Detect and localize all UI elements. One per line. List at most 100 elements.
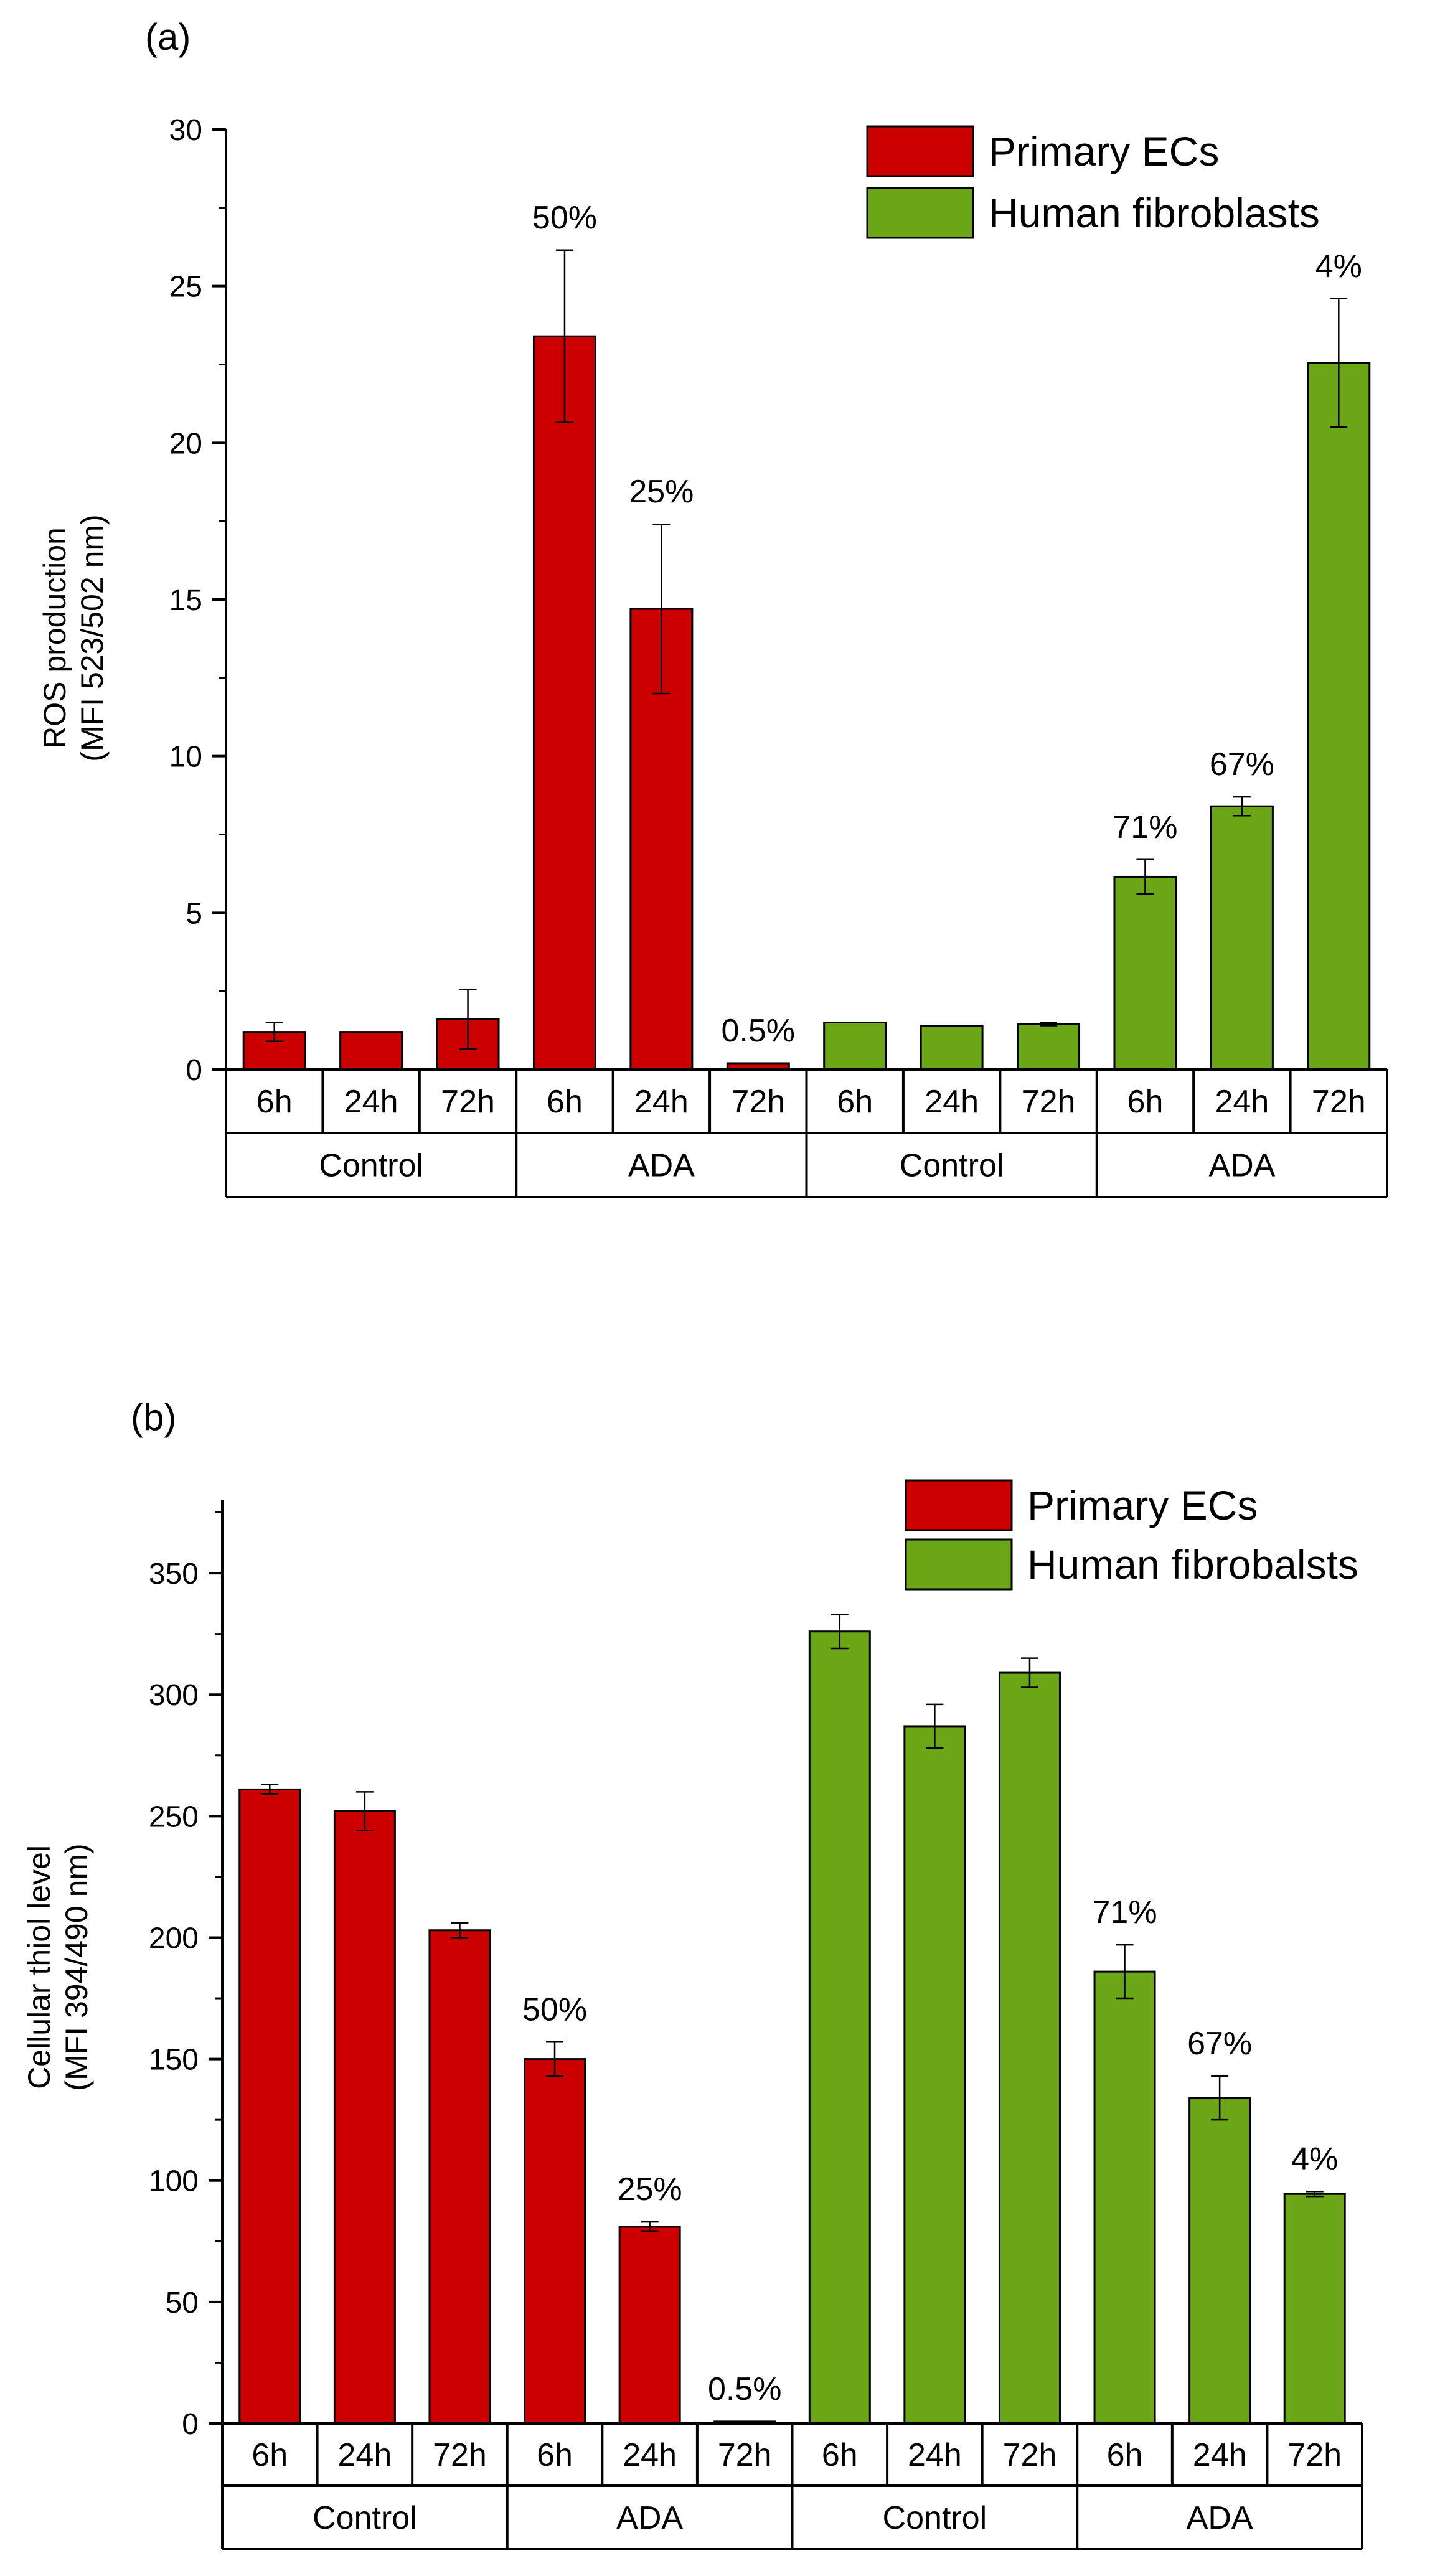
group-label: Control bbox=[883, 2500, 987, 2536]
panel-label: (a) bbox=[145, 16, 191, 58]
bar-human-fibroblasts bbox=[808, 1630, 871, 2425]
y-tick-label: 0 bbox=[186, 1054, 202, 1087]
time-label: 72h bbox=[731, 1084, 785, 1120]
y-tick-label: 200 bbox=[149, 1922, 199, 1955]
y-tick-label: 10 bbox=[169, 741, 202, 774]
y-axis: 0 5 10 15 20 25 30 bbox=[169, 114, 227, 1087]
bar-annotation: 4% bbox=[1315, 248, 1362, 284]
group-label: ADA bbox=[616, 2500, 683, 2536]
time-label: 24h bbox=[1215, 1084, 1269, 1120]
bar-human-fibroblasts bbox=[1113, 875, 1177, 1071]
time-label: 6h bbox=[537, 2437, 573, 2473]
bar-human-fibroblasts bbox=[998, 1671, 1061, 2425]
time-label: 6h bbox=[256, 1084, 293, 1120]
bar-human-fibroblasts bbox=[1283, 2193, 1346, 2425]
legend-label-primary-ecs: Primary ECs bbox=[1027, 1482, 1258, 1528]
time-label: 72h bbox=[441, 1084, 495, 1120]
legend-label-human-fibroblasts: Human fibroblasts bbox=[989, 190, 1320, 236]
bar-primary-ecs bbox=[618, 2226, 681, 2425]
time-label: 24h bbox=[337, 2437, 392, 2473]
bar-annotation: 50% bbox=[522, 1991, 587, 2028]
time-label: 24h bbox=[908, 2437, 962, 2473]
time-label: 24h bbox=[634, 1084, 689, 1120]
y-tick-label: 30 bbox=[169, 114, 202, 147]
bar-human-fibroblasts bbox=[1188, 2097, 1251, 2425]
legend: Primary ECs Human fibrobalsts bbox=[905, 1479, 1358, 1591]
panel-b: (b) Cellular thiol level (MFI 394/490 nm… bbox=[22, 1396, 1363, 2550]
bar-annotation: 67% bbox=[1187, 2026, 1252, 2062]
bar-annotation: 71% bbox=[1113, 809, 1177, 845]
y-tick-label: 20 bbox=[169, 427, 202, 460]
legend-swatch-human-fibroblasts bbox=[905, 1538, 1013, 1591]
legend-swatch-primary-ecs bbox=[866, 125, 974, 177]
y-tick-label: 300 bbox=[149, 1679, 199, 1712]
group-label: Control bbox=[900, 1148, 1004, 1184]
bar-human-fibroblasts bbox=[1307, 362, 1371, 1071]
group-label: ADA bbox=[1208, 1148, 1275, 1184]
y-axis: 0 50 100 150 200 250 300 350 bbox=[149, 1500, 224, 2441]
y-tick-label: 5 bbox=[186, 897, 202, 930]
group-label: Control bbox=[313, 2500, 417, 2536]
bar-human-fibroblasts bbox=[903, 1725, 966, 2425]
bar-annotation: 71% bbox=[1093, 1894, 1157, 1930]
time-label: 72h bbox=[718, 2437, 772, 2473]
bar-human-fibroblasts bbox=[823, 1022, 887, 1071]
y-axis-title-line2: (MFI 523/502 nm) bbox=[75, 514, 110, 761]
y-axis-title: Cellular thiol level (MFI 394/490 nm) bbox=[22, 1843, 94, 2090]
legend-label-primary-ecs: Primary ECs bbox=[989, 128, 1219, 174]
time-label: 6h bbox=[252, 2437, 288, 2473]
bar-annotation: 50% bbox=[532, 200, 597, 236]
y-tick-label: 100 bbox=[149, 2165, 199, 2198]
y-axis-title: ROS production (MFI 523/502 nm) bbox=[37, 514, 110, 761]
time-label: 6h bbox=[822, 2437, 858, 2473]
time-label: 6h bbox=[1107, 2437, 1143, 2473]
legend-swatch-human-fibroblasts bbox=[866, 187, 974, 239]
bar-annotation: 25% bbox=[618, 2171, 682, 2207]
category-table: 6h 24h 72h 6h 24h 72h 6h 24h 72h 6h 24h 72h Control A… bbox=[225, 1068, 1388, 1198]
time-label: 72h bbox=[1312, 1084, 1366, 1120]
time-label: 24h bbox=[623, 2437, 677, 2473]
time-label: 24h bbox=[925, 1084, 979, 1120]
time-label: 72h bbox=[1287, 2437, 1342, 2473]
legend: Primary ECs Human fibroblasts bbox=[866, 125, 1320, 239]
bar-annotation: 0.5% bbox=[708, 2371, 782, 2407]
group-label: ADA bbox=[628, 1148, 695, 1184]
time-label: 72h bbox=[433, 2437, 487, 2473]
bar-human-fibroblasts bbox=[1210, 805, 1274, 1071]
y-axis-title-line1: Cellular thiol level bbox=[22, 1845, 57, 2089]
y-tick-label: 25 bbox=[169, 271, 202, 304]
bars: 50% 25% 0.5% 71% 67% 4% bbox=[238, 1614, 1346, 2425]
time-label: 72h bbox=[1003, 2437, 1057, 2473]
panel-a: (a) ROS production (MFI 523/502 nm) 0 5 10… bbox=[37, 16, 1388, 1198]
legend-label-human-fibroblasts: Human fibrobalsts bbox=[1027, 1541, 1358, 1587]
bar-human-fibroblasts bbox=[1093, 1970, 1156, 2425]
y-tick-label: 15 bbox=[169, 584, 202, 617]
bar-primary-ecs bbox=[238, 1788, 301, 2425]
time-label: 24h bbox=[1193, 2437, 1247, 2473]
bar-human-fibroblasts bbox=[1017, 1023, 1081, 1071]
bar-annotation: 25% bbox=[629, 474, 694, 510]
y-axis-title-line2: (MFI 394/490 nm) bbox=[59, 1843, 94, 2090]
y-axis-title-line1: ROS production bbox=[37, 527, 72, 749]
bar-primary-ecs bbox=[428, 1929, 491, 2425]
panel-label: (b) bbox=[131, 1396, 176, 1438]
category-table: 6h 24h 72h 6h 24h 72h 6h 24h 72h 6h 24h 72h Control A… bbox=[221, 2422, 1363, 2550]
time-label: 6h bbox=[547, 1084, 583, 1120]
time-label: 72h bbox=[1022, 1084, 1076, 1120]
bars: 50% 25% 0.5% 71% 67% 4% bbox=[242, 200, 1371, 1071]
y-tick-label: 350 bbox=[149, 1558, 199, 1591]
group-label: Control bbox=[319, 1148, 423, 1184]
legend-swatch-primary-ecs bbox=[905, 1479, 1013, 1531]
bar-primary-ecs bbox=[524, 2058, 586, 2425]
time-label: 6h bbox=[1127, 1084, 1164, 1120]
bar-primary-ecs bbox=[532, 335, 596, 1071]
time-label: 6h bbox=[837, 1084, 873, 1120]
bar-primary-ecs bbox=[333, 1810, 396, 2425]
group-label: ADA bbox=[1187, 2500, 1253, 2536]
y-tick-label: 150 bbox=[149, 2044, 199, 2077]
y-tick-label: 0 bbox=[182, 2408, 199, 2441]
bar-primary-ecs bbox=[339, 1031, 403, 1071]
y-tick-label: 250 bbox=[149, 1800, 199, 1833]
bar-annotation: 4% bbox=[1291, 2141, 1338, 2177]
